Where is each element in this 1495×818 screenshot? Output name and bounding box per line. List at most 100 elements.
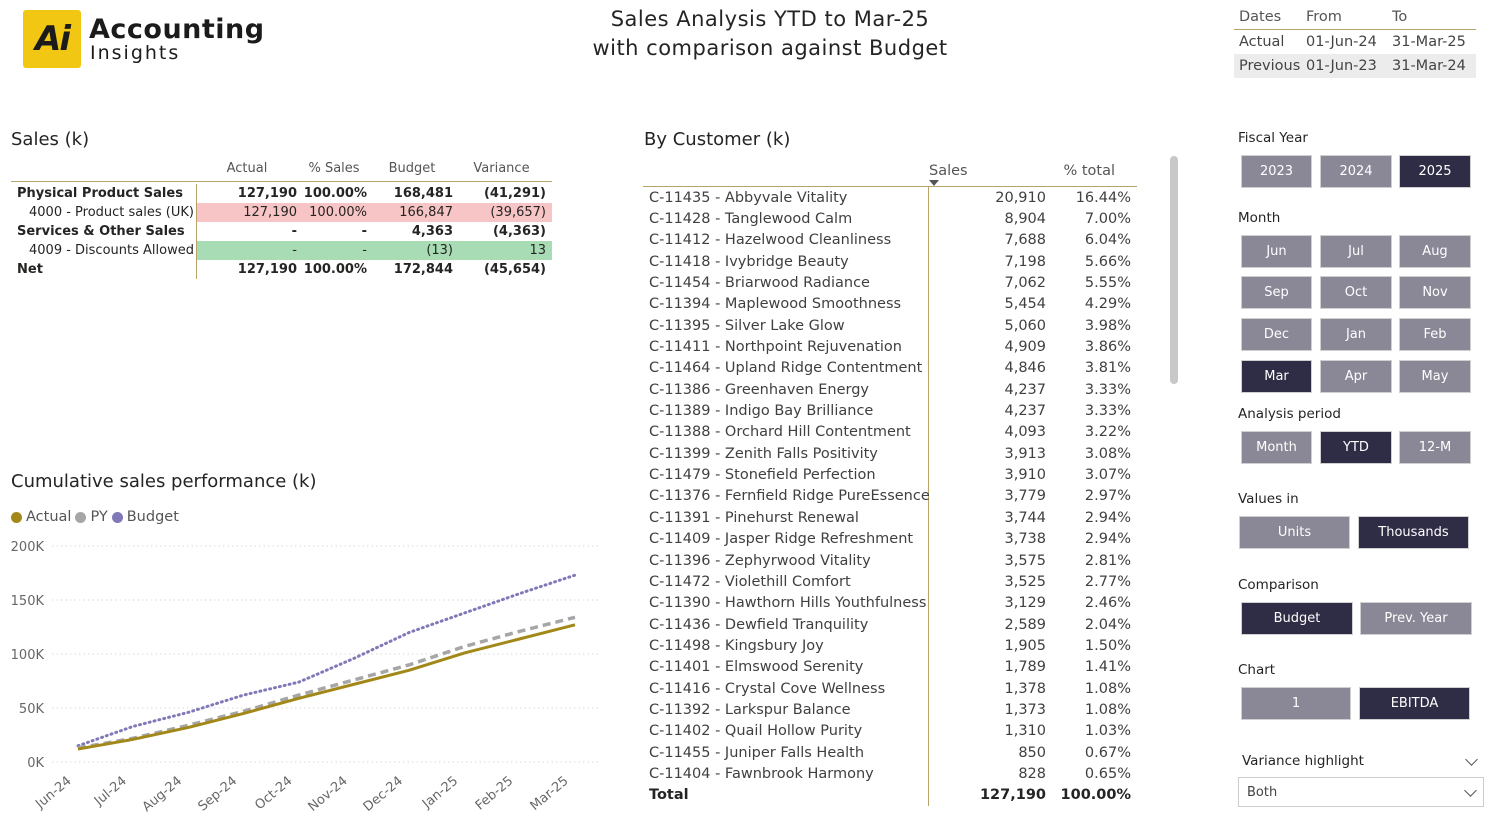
series-line-py[interactable] bbox=[77, 615, 576, 750]
customer-row[interactable]: C-11464 - Upland Ridge Contentment 4,846 3… bbox=[643, 357, 1137, 380]
fiscal-year-2023-button[interactable]: 2023 bbox=[1241, 155, 1312, 188]
customer-row[interactable]: C-11392 - Larkspur Balance 1,373 1.08% bbox=[643, 699, 1137, 721]
customer-header-pct[interactable]: % total bbox=[1063, 163, 1115, 179]
chart-ebitda-button[interactable]: EBITDA bbox=[1359, 687, 1470, 720]
chart-1-button[interactable]: 1 bbox=[1241, 687, 1351, 720]
sales-row[interactable]: Services & Other Sales - - 4,363 (4,363) bbox=[11, 222, 552, 241]
customer-sales: 3,738 bbox=[1004, 531, 1046, 548]
series-line-budget[interactable] bbox=[76, 573, 577, 748]
customer-row[interactable]: C-11409 - Jasper Ridge Refreshment 3,738 2… bbox=[643, 528, 1137, 550]
dates-header-cell: To bbox=[1392, 8, 1408, 25]
month-nov-button[interactable]: Nov bbox=[1399, 276, 1471, 309]
series-line-actual[interactable] bbox=[77, 623, 576, 751]
period-ytd-button[interactable]: YTD bbox=[1320, 431, 1392, 464]
legend-item-budget[interactable]: Budget bbox=[111, 509, 179, 525]
customer-row[interactable]: C-11388 - Orchard Hill Contentment 4,093 3… bbox=[643, 421, 1137, 444]
x-tick-label: Jun-24 bbox=[32, 774, 74, 813]
month-mar-button[interactable]: Mar bbox=[1241, 360, 1312, 393]
month-jun-button[interactable]: Jun bbox=[1241, 235, 1312, 268]
customer-pct: 2.94% bbox=[1084, 509, 1131, 526]
customer-pct: 0.65% bbox=[1084, 765, 1131, 782]
customer-row[interactable]: C-11376 - Fernfield Ridge PureEssence 3,7… bbox=[643, 485, 1137, 508]
customer-row[interactable]: C-11411 - Northpoint Rejuvenation 4,909 3.… bbox=[643, 336, 1137, 358]
values-in-label: Values in bbox=[1238, 491, 1299, 507]
month-may-button[interactable]: May bbox=[1399, 360, 1471, 393]
values-thousands-button[interactable]: Thousands bbox=[1358, 516, 1469, 549]
customer-row[interactable]: C-11396 - Zephyrwood Vitality 3,575 2.81% bbox=[643, 549, 1137, 572]
customer-row[interactable]: C-11394 - Maplewood Smoothness 5,454 4.29% bbox=[643, 293, 1137, 316]
customer-name: C-11454 - Briarwood Radiance bbox=[643, 272, 929, 294]
month-dec-button[interactable]: Dec bbox=[1241, 318, 1312, 351]
customer-row[interactable]: C-11389 - Indigo Bay Brilliance 4,237 3.33… bbox=[643, 400, 1137, 422]
legend-item-py[interactable]: PY bbox=[75, 509, 108, 525]
sort-descending-icon bbox=[929, 180, 939, 186]
month-apr-button[interactable]: Apr bbox=[1320, 360, 1392, 393]
y-tick-label: 200K bbox=[11, 540, 45, 555]
customer-row[interactable]: C-11401 - Elmswood Serenity 1,789 1.41% bbox=[643, 656, 1137, 678]
sales-row[interactable]: 4009 - Discounts Allowed - - (13) 13 bbox=[11, 241, 552, 260]
variance-highlight-select[interactable]: Both bbox=[1238, 777, 1484, 807]
customer-row[interactable]: C-11498 - Kingsbury Joy 1,905 1.50% bbox=[643, 635, 1137, 657]
customer-row[interactable]: C-11391 - Pinehurst Renewal 3,744 2.94% bbox=[643, 507, 1137, 529]
month-aug-button[interactable]: Aug bbox=[1399, 235, 1471, 268]
customer-row[interactable]: C-11395 - Silver Lake Glow 5,060 3.98% bbox=[643, 315, 1137, 337]
month-feb-button[interactable]: Feb bbox=[1399, 318, 1471, 351]
customer-row[interactable]: C-11390 - Hawthorn Hills Youthfulness 3,1… bbox=[643, 592, 1137, 614]
customer-row[interactable]: C-11435 - Abbyvale Vitality 20,910 16.44% bbox=[643, 187, 1137, 209]
customer-row[interactable]: C-11436 - Dewfield Tranquility 2,589 2.04% bbox=[643, 613, 1137, 636]
legend-item-actual[interactable]: Actual bbox=[11, 509, 71, 525]
sales-header-budget: Budget bbox=[388, 161, 436, 176]
sales-cell: 100.00% bbox=[303, 186, 367, 201]
customer-row[interactable]: C-11472 - Violethill Comfort 3,525 2.77% bbox=[643, 571, 1137, 593]
customer-table-scrollbar[interactable] bbox=[1170, 156, 1178, 384]
customer-pct: 1.08% bbox=[1084, 680, 1131, 697]
values-units-button[interactable]: Units bbox=[1239, 516, 1350, 549]
customer-sales: 828 bbox=[1018, 765, 1046, 782]
customer-total-pct: 100.00% bbox=[1060, 787, 1131, 804]
customer-pct: 3.81% bbox=[1084, 360, 1131, 377]
sales-cell: (39,657) bbox=[490, 205, 546, 220]
dates-cell: 01-Jun-24 bbox=[1306, 34, 1377, 50]
customer-row[interactable]: C-11399 - Zenith Falls Positivity 3,913 3.… bbox=[643, 443, 1137, 465]
dates-cell: 01-Jun-23 bbox=[1306, 58, 1377, 74]
sales-row[interactable]: Physical Product Sales 127,190 100.00% 1… bbox=[11, 184, 552, 203]
month-jul-button[interactable]: Jul bbox=[1320, 235, 1392, 268]
customer-sales: 20,910 bbox=[995, 189, 1046, 206]
customer-row[interactable]: C-11416 - Crystal Cove Wellness 1,378 1.08… bbox=[643, 677, 1137, 700]
customer-sales: 8,904 bbox=[1004, 211, 1046, 228]
fiscal-year-2024-button[interactable]: 2024 bbox=[1320, 155, 1392, 188]
comparison-budget-button[interactable]: Budget bbox=[1241, 602, 1353, 635]
customer-row[interactable]: C-11428 - Tanglewood Calm 8,904 7.00% bbox=[643, 208, 1137, 230]
customer-row[interactable]: C-11402 - Quail Hollow Purity 1,310 1.03% bbox=[643, 720, 1137, 742]
customer-pct: 4.29% bbox=[1084, 296, 1131, 313]
customer-pct: 0.67% bbox=[1084, 744, 1131, 761]
customer-sales: 5,060 bbox=[1004, 317, 1046, 334]
legend-dot-icon bbox=[11, 511, 22, 523]
chevron-down-icon[interactable] bbox=[1465, 752, 1478, 766]
customer-row[interactable]: C-11404 - Fawnbrook Harmony 828 0.65% bbox=[643, 763, 1137, 785]
customer-header-sales[interactable]: Sales bbox=[929, 163, 999, 186]
fiscal-year-2025-button[interactable]: 2025 bbox=[1399, 155, 1471, 188]
customer-name: C-11498 - Kingsbury Joy bbox=[643, 635, 929, 657]
customer-row[interactable]: C-11454 - Briarwood Radiance 7,062 5.55% bbox=[643, 272, 1137, 294]
period-month-button[interactable]: Month bbox=[1241, 431, 1312, 464]
customer-row[interactable]: C-11418 - Ivybridge Beauty 7,198 5.66% bbox=[643, 251, 1137, 273]
customer-name: C-11409 - Jasper Ridge Refreshment bbox=[643, 528, 929, 550]
month-oct-button[interactable]: Oct bbox=[1320, 276, 1392, 309]
customer-row[interactable]: C-11386 - Greenhaven Energy 4,237 3.33% bbox=[643, 379, 1137, 401]
variance-highlight-header[interactable]: Variance highlight bbox=[1242, 752, 1482, 769]
customer-sales: 3,779 bbox=[1004, 488, 1046, 505]
comparison-prev-year-button[interactable]: Prev. Year bbox=[1360, 602, 1472, 635]
customer-pct: 3.08% bbox=[1084, 445, 1131, 462]
month-jan-button[interactable]: Jan bbox=[1320, 318, 1392, 351]
month-sep-button[interactable]: Sep bbox=[1241, 276, 1312, 309]
sales-row-net[interactable]: Net 127,190 100.00% 172,844 (45,654) bbox=[11, 260, 552, 279]
customer-row[interactable]: C-11479 - Stonefield Perfection 3,910 3.07… bbox=[643, 464, 1137, 486]
customer-name: C-11428 - Tanglewood Calm bbox=[643, 208, 929, 230]
sales-cell: 4,363 bbox=[411, 224, 453, 239]
page-title: Sales Analysis YTD to Mar-25 with compar… bbox=[540, 5, 1000, 63]
sales-row[interactable]: 4000 - Product sales (UK) 127,190 100.00… bbox=[11, 203, 552, 222]
period-12m-button[interactable]: 12-M bbox=[1399, 431, 1471, 464]
customer-row[interactable]: C-11412 - Hazelwood Cleanliness 7,688 6.04… bbox=[643, 229, 1137, 252]
customer-row[interactable]: C-11455 - Juniper Falls Health 850 0.67% bbox=[643, 741, 1137, 764]
